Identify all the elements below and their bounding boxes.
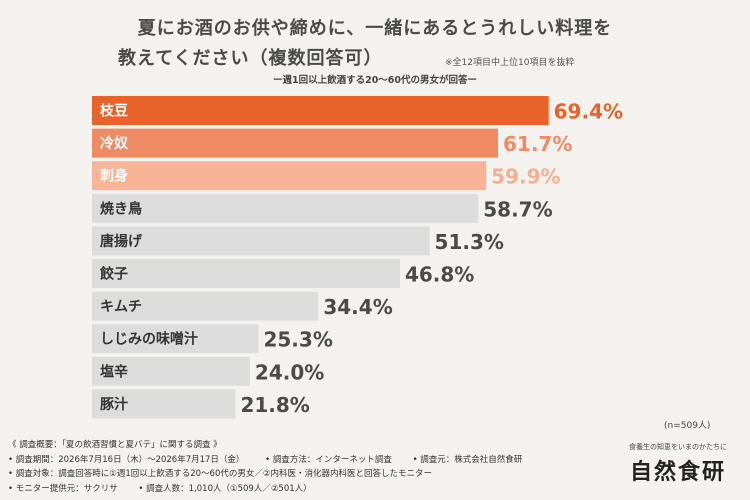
- survey-source: • 調査元：株式会社自然食研: [412, 454, 523, 465]
- bar-category-label: 豚汁: [100, 396, 128, 413]
- bar-category-label: 刺身: [100, 168, 128, 185]
- survey-target: • 調査対象：調査回答時に①週1回以上飲酒する20〜60代の男女／②内科医・消化…: [8, 469, 433, 479]
- survey-info-row-1: • 調査期間：2026年7月16日（木）〜2026年7月17日（金） • 調査方…: [8, 453, 608, 468]
- logo-tagline: 食養生の知恵をいまのかたちに: [629, 443, 727, 451]
- bar-value-label: 69.4%: [554, 100, 623, 124]
- chart-note: ※全12項目中上位10項目を抜粋: [445, 58, 575, 68]
- bar-8: [92, 324, 259, 354]
- bar-1: [92, 96, 549, 125]
- bar-4: [92, 193, 479, 223]
- survey-respondents: • 調査人数：1,010人（①509人／②501人）: [138, 483, 312, 494]
- bar-category-label: 枝豆: [99, 103, 128, 120]
- bar-7: [92, 291, 319, 321]
- bar-category-label: キムチ: [100, 299, 142, 315]
- bar-category-label: 焼き鳥: [100, 200, 142, 217]
- bar-value-label: 24.0%: [255, 360, 324, 384]
- bar-value-label: 61.7%: [503, 132, 572, 156]
- bar-value-label: 25.3%: [263, 328, 332, 352]
- chart-title-line2: 教えてください（複数回答可）: [118, 48, 383, 69]
- bar-value-label: 21.8%: [240, 393, 309, 417]
- bar-9: [92, 356, 250, 386]
- bar-6: [92, 259, 400, 288]
- bar-value-label: 34.4%: [323, 295, 392, 319]
- survey-provider: • モニター提供元：サクリサ: [8, 483, 118, 494]
- survey-footer: 《 調査概要：「夏の飲酒習慣と夏バテ」に関する調査 》 • 調査期間：2026年…: [8, 438, 608, 496]
- bar-3: [92, 161, 487, 191]
- chart-title-line1: 夏にお酒のお供や締めに、一緒にあるとうれしい料理を: [137, 18, 613, 39]
- bar-category-label: しじみの味噌汁: [100, 331, 198, 348]
- bar-category-label: 冷奴: [100, 135, 128, 152]
- company-logo: 食養生の知恵をいまのかたちに 自然食研: [616, 442, 740, 486]
- survey-period: • 調査期間：2026年7月16日（木）〜2026年7月17日（金）: [8, 454, 245, 465]
- survey-info-row-3: • モニター提供元：サクリサ • 調査人数：1,010人（①509人／②501人…: [8, 482, 608, 497]
- bar-10: [92, 389, 236, 419]
- bar-chart: 枝豆 69.4% 冷奴 61.7% 刺身 59.9% 焼き鳥 58.7% 唐揚げ 51.3% 餃子 4…: [92, 96, 623, 419]
- bar-value-label: 59.9%: [491, 165, 560, 189]
- bar-2: [92, 128, 498, 158]
- bar-value-label: 46.8%: [405, 263, 474, 287]
- sample-size-label: (n=509人): [664, 421, 711, 431]
- survey-summary: 《 調査概要：「夏の飲酒習慣と夏バテ」に関する調査 》: [8, 440, 222, 450]
- bar-chart-svg: 枝豆 69.4% 冷奴 61.7% 刺身 59.9% 焼き鳥 58.7% 唐揚げ 51.3% 餃子 4…: [92, 96, 623, 419]
- logo-name: 自然食研: [629, 459, 726, 485]
- bar-value-label: 51.3%: [435, 230, 504, 254]
- bar-category-label: 塩辛: [100, 363, 128, 380]
- bar-category-label: 餃子: [100, 266, 128, 283]
- chart-subtitle: ー週1回以上飲酒する20〜60代の男女が回答ー: [272, 75, 478, 86]
- bar-5: [92, 226, 430, 256]
- bar-value-label: 58.7%: [483, 197, 552, 221]
- survey-method: • 調査方法：インターネット調査: [265, 454, 392, 465]
- bar-category-label: 唐揚げ: [100, 233, 143, 250]
